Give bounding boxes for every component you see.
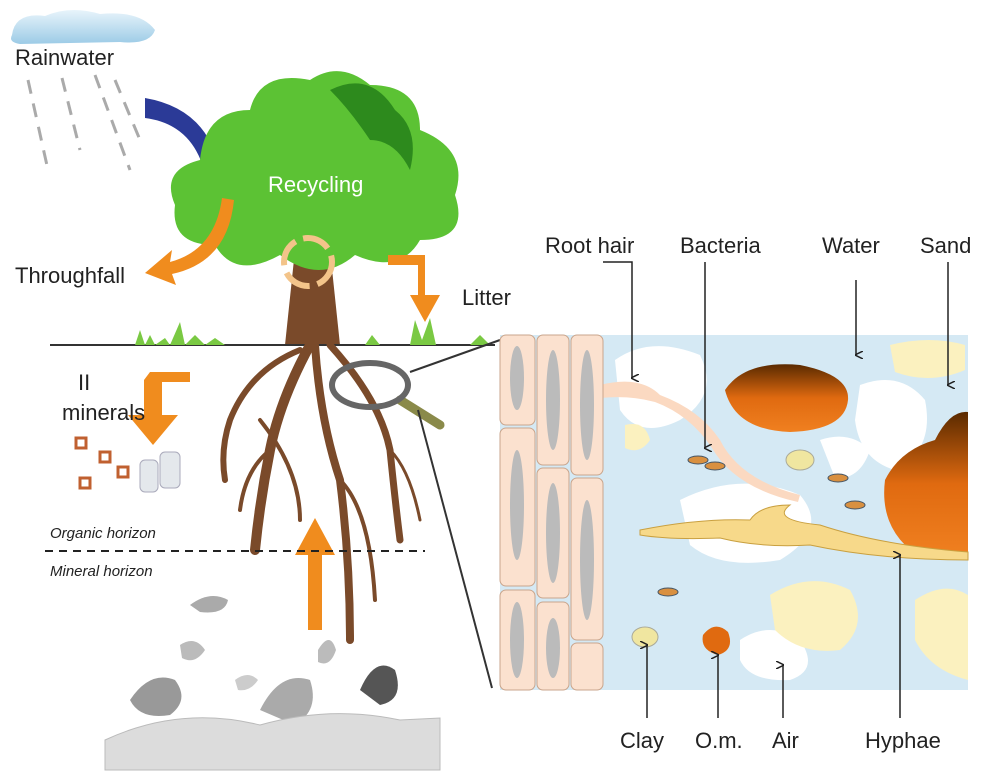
organic-horizon-label: Organic horizon <box>50 525 156 542</box>
rain-drops-part <box>62 78 80 150</box>
inset-label: Water <box>822 233 880 258</box>
mineral-icons <box>76 438 180 492</box>
rocks <box>105 596 440 770</box>
rain-drops-part <box>115 80 140 140</box>
mineral-icons-part <box>140 452 180 492</box>
throughfall-label: Throughfall <box>15 263 125 288</box>
rain-drops <box>28 75 140 170</box>
bacteria-part <box>658 588 678 596</box>
bacteria-part <box>705 462 725 470</box>
litter-label: Litter <box>462 285 511 310</box>
bacteria-part <box>828 474 848 482</box>
inset-label: Root hair <box>545 233 634 258</box>
inset-label: Sand <box>920 233 971 258</box>
bacteria-part <box>688 456 708 464</box>
root-cells-part <box>571 643 603 690</box>
clay-particles-part <box>786 450 814 470</box>
mineral-icons-part-part <box>140 460 158 492</box>
rain-drops-part <box>28 80 48 170</box>
minerals-label: II <box>78 370 90 395</box>
mineral-icons-part <box>76 438 128 488</box>
grass-part <box>365 318 490 345</box>
mineral-horizon-label: Mineral horizon <box>50 563 153 580</box>
soil-inset <box>500 335 968 690</box>
cell-vacuoles-part <box>580 500 594 620</box>
cell-vacuoles-part <box>546 350 560 450</box>
rocks-part <box>360 666 398 706</box>
cell-vacuoles-part <box>580 350 594 460</box>
inset-label: Bacteria <box>680 233 761 258</box>
clay-particles-part <box>632 627 658 647</box>
rain-drops-part <box>95 75 130 170</box>
mineral-icons-part-part <box>76 438 86 448</box>
rainwater-label: Rainwater <box>15 45 114 70</box>
mineral-icons-part-part <box>80 478 90 488</box>
mineral-icons-part-part <box>100 452 110 462</box>
rocks-part <box>318 640 336 664</box>
cell-vacuoles-part <box>510 450 524 560</box>
inset-label: Clay <box>620 728 664 753</box>
rocks-part <box>190 596 228 613</box>
inset-label: O.m. <box>695 728 743 753</box>
recycling-label: Recycling <box>268 172 363 197</box>
mineral-icons-part-part <box>118 467 128 477</box>
bedrock <box>105 714 440 770</box>
upward-arrow <box>295 518 335 630</box>
rocks-part <box>235 675 258 690</box>
magnifier <box>332 340 500 688</box>
litter-arrow <box>388 255 440 322</box>
rocks-part <box>180 641 205 660</box>
cell-vacuoles-part <box>510 602 524 678</box>
mineral-icons-part-part <box>160 452 180 488</box>
cell-vacuoles-part <box>546 483 560 583</box>
rocks-part <box>130 678 181 717</box>
inset-label: Air <box>772 728 799 753</box>
minerals-label: minerals <box>62 400 145 425</box>
grass-part <box>135 322 225 345</box>
inset-label: Hyphae <box>865 728 941 753</box>
bacteria-part <box>845 501 865 509</box>
sand-grains-part <box>890 340 965 378</box>
magnifier-part <box>418 410 492 688</box>
cloud <box>11 10 155 44</box>
rain <box>11 10 155 170</box>
soil-diagram: Recycling Rainwater Throughfall Litter I… <box>0 0 984 773</box>
cell-vacuoles-part <box>510 346 524 410</box>
cell-vacuoles-part <box>546 618 560 678</box>
